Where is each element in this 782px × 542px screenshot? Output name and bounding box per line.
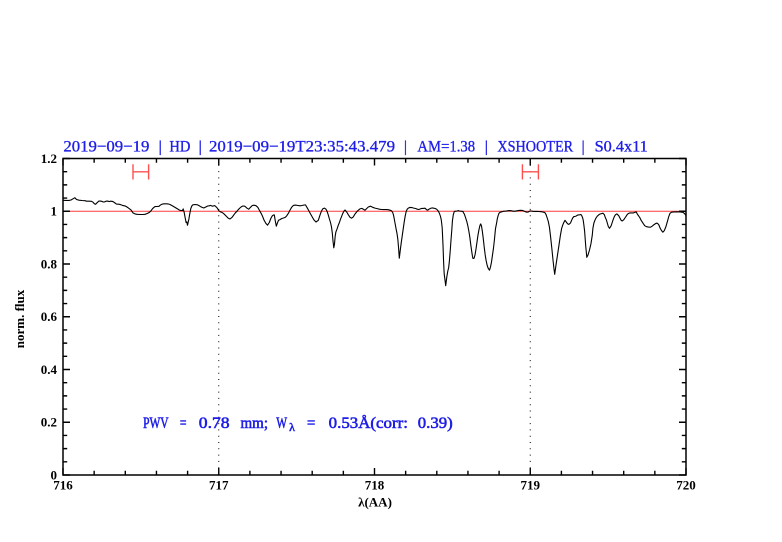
- svg-text:716: 716: [53, 478, 73, 493]
- svg-text:|: |: [199, 139, 202, 156]
- svg-text:0.4: 0.4: [41, 362, 58, 377]
- svg-text:λ(AA): λ(AA): [358, 494, 392, 509]
- svg-text:0.6: 0.6: [41, 309, 58, 324]
- svg-text:0: 0: [51, 468, 58, 483]
- svg-text:719: 719: [521, 478, 541, 493]
- svg-text:PWV: PWV: [143, 415, 169, 432]
- svg-text:1.2: 1.2: [41, 151, 57, 166]
- svg-text:AM=1.38: AM=1.38: [417, 139, 475, 156]
- svg-text:2019−09−19T23:35:43.479: 2019−09−19T23:35:43.479: [209, 139, 395, 156]
- svg-text:0.78: 0.78: [199, 415, 230, 432]
- svg-text:norm. flux: norm. flux: [12, 289, 27, 348]
- svg-text:=: =: [180, 415, 187, 432]
- svg-text:|: |: [485, 139, 488, 156]
- svg-text:0.8: 0.8: [41, 256, 58, 271]
- svg-text:|: |: [404, 139, 407, 156]
- svg-text:mm;: mm;: [241, 415, 269, 432]
- svg-text:=: =: [307, 415, 315, 432]
- svg-text:λ: λ: [289, 420, 295, 434]
- svg-text:|: |: [582, 139, 585, 156]
- svg-text:|: |: [159, 139, 162, 156]
- svg-text:HD: HD: [169, 139, 190, 156]
- svg-text:W: W: [276, 415, 287, 432]
- svg-text:720: 720: [676, 478, 696, 493]
- svg-text:XSHOOTER: XSHOOTER: [497, 139, 573, 156]
- svg-text:0.39): 0.39): [418, 415, 453, 432]
- svg-text:0.2: 0.2: [41, 415, 57, 430]
- svg-text:2019−09−19: 2019−09−19: [63, 139, 149, 156]
- svg-text:S0.4x11: S0.4x11: [595, 139, 648, 156]
- svg-text:0.53Å(corr:: 0.53Å(corr:: [329, 414, 408, 432]
- svg-text:1: 1: [51, 204, 58, 219]
- svg-text:717: 717: [209, 478, 229, 493]
- svg-text:718: 718: [365, 478, 385, 493]
